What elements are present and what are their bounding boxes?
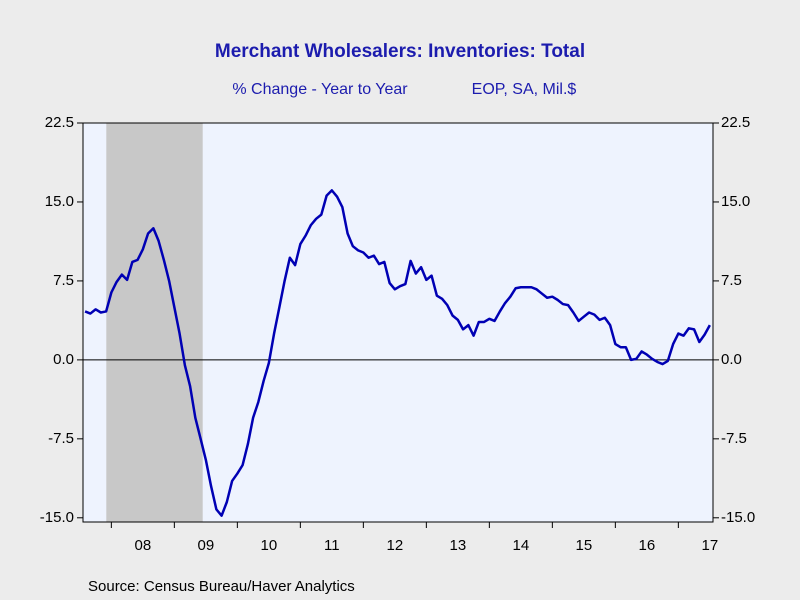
y-tick-label: -7.5	[48, 430, 74, 447]
recession-shading	[106, 123, 203, 522]
plot-frame	[82, 122, 714, 523]
chart-subtitle: EOP, SA, Mil.$	[472, 81, 577, 98]
x-tick-label: 14	[513, 537, 530, 554]
x-tick-label: 17	[702, 537, 719, 554]
x-tick-label: 08	[135, 537, 152, 554]
chart-subtitle: % Change - Year to Year	[232, 81, 408, 98]
chart-title: Merchant Wholesalers: Inventories: Total	[215, 41, 585, 62]
y2-tick-label: -15.0	[721, 509, 755, 526]
y2-tick-label: 22.5	[721, 114, 750, 131]
y-tick-label: 7.5	[53, 272, 74, 289]
y2-tick-label: 7.5	[721, 272, 742, 289]
source-note: Source: Census Bureau/Haver Analytics	[88, 578, 355, 595]
y-tick-label: 0.0	[53, 351, 74, 368]
x-tick-label: 09	[198, 537, 215, 554]
y2-tick-label: 15.0	[721, 193, 750, 210]
x-tick-label: 11	[324, 537, 340, 554]
x-tick-label: 10	[261, 537, 278, 554]
x-tick-label: 15	[576, 537, 593, 554]
y-tick-label: 22.5	[45, 114, 74, 131]
y2-tick-label: 0.0	[721, 351, 742, 368]
x-tick-label: 16	[639, 537, 656, 554]
y2-tick-label: -7.5	[721, 430, 747, 447]
y-tick-label: 15.0	[45, 193, 74, 210]
data-line	[84, 189, 711, 517]
y-tick-label: -15.0	[40, 509, 74, 526]
x-tick-label: 13	[450, 537, 467, 554]
x-tick-label: 12	[387, 537, 404, 554]
